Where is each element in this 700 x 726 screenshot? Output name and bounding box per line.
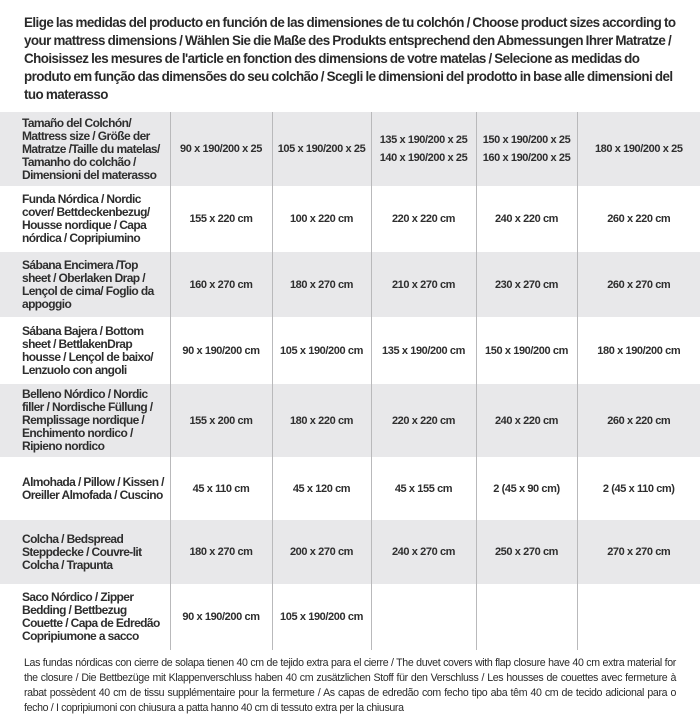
product-label: Almohada / Pillow / Kissen / Oreiller Al… — [0, 457, 170, 520]
size-cell: 250 x 270 cm — [476, 520, 577, 584]
header-label: Tamaño del Colchón/ Mattress size / Größ… — [0, 112, 170, 186]
size-cell: 180 x 220 cm — [272, 384, 371, 457]
size-cell: 180 x 190/200 cm — [577, 317, 700, 384]
size-line: 160 x 190/200 x 25 — [477, 149, 577, 167]
size-cell: 45 x 120 cm — [272, 457, 371, 520]
product-label: Saco Nórdico / Zipper Bedding / Bettbezu… — [0, 584, 170, 650]
size-line: 90 x 190/200 x 25 — [171, 140, 272, 158]
size-cell: 105 x 190/200 cm — [272, 317, 371, 384]
size-cell: 270 x 270 cm — [577, 520, 700, 584]
size-cell: 210 x 270 cm — [371, 252, 476, 317]
size-cell: 2 (45 x 110 cm) — [577, 457, 700, 520]
size-line: 140 x 190/200 x 25 — [372, 149, 476, 167]
product-label: Funda Nórdica / Nordic cover/ Bettdecken… — [0, 186, 170, 252]
size-cell: 90 x 190/200 cm — [170, 317, 272, 384]
size-cell — [577, 584, 700, 650]
size-cell: 100 x 220 cm — [272, 186, 371, 252]
size-line: 135 x 190/200 x 25 — [372, 131, 476, 149]
header-row: Tamaño del Colchón/ Mattress size / Größ… — [0, 112, 700, 186]
product-label: Belleno Nórdico / Nordic filler / Nordis… — [0, 384, 170, 457]
size-cell: 260 x 220 cm — [577, 384, 700, 457]
product-label: Sábana Encimera /Top sheet / Oberlaken D… — [0, 252, 170, 317]
size-cell: 2 (45 x 90 cm) — [476, 457, 577, 520]
size-cell: 105 x 190/200 cm — [272, 584, 371, 650]
header-col: 180 x 190/200 x 25 — [577, 112, 700, 186]
product-label: Sábana Bajera / Bottom sheet / Bettlaken… — [0, 317, 170, 384]
table-row: Colcha / Bedspread Steppdecke / Couvre-l… — [0, 520, 700, 584]
size-cell — [371, 584, 476, 650]
intro-text: Elige las medidas del producto en funció… — [0, 0, 700, 104]
size-line: 150 x 190/200 x 25 — [477, 131, 577, 149]
size-cell: 240 x 220 cm — [476, 186, 577, 252]
size-cell: 155 x 220 cm — [170, 186, 272, 252]
size-table: Tamaño del Colchón/ Mattress size / Größ… — [0, 112, 700, 650]
table-row: Funda Nórdica / Nordic cover/ Bettdecken… — [0, 186, 700, 252]
size-cell: 240 x 270 cm — [371, 520, 476, 584]
header-col: 90 x 190/200 x 25 — [170, 112, 272, 186]
size-cell: 260 x 270 cm — [577, 252, 700, 317]
size-cell: 150 x 190/200 cm — [476, 317, 577, 384]
table-row: Almohada / Pillow / Kissen / Oreiller Al… — [0, 457, 700, 520]
size-cell: 260 x 220 cm — [577, 186, 700, 252]
size-cell: 90 x 190/200 cm — [170, 584, 272, 650]
size-line: 180 x 190/200 x 25 — [578, 140, 700, 158]
size-cell: 135 x 190/200 cm — [371, 317, 476, 384]
size-cell: 45 x 155 cm — [371, 457, 476, 520]
size-cell: 45 x 110 cm — [170, 457, 272, 520]
size-cell: 220 x 220 cm — [371, 384, 476, 457]
size-line: 105 x 190/200 x 25 — [273, 140, 371, 158]
size-cell: 220 x 220 cm — [371, 186, 476, 252]
size-cell: 155 x 200 cm — [170, 384, 272, 457]
size-cell: 180 x 270 cm — [170, 520, 272, 584]
size-cell: 200 x 270 cm — [272, 520, 371, 584]
size-cell — [476, 584, 577, 650]
table-row: Belleno Nórdico / Nordic filler / Nordis… — [0, 384, 700, 457]
footnote: Las fundas nórdicas con cierre de solapa… — [0, 650, 700, 726]
table-row: Sábana Bajera / Bottom sheet / Bettlaken… — [0, 317, 700, 384]
size-cell: 160 x 270 cm — [170, 252, 272, 317]
header-col: 105 x 190/200 x 25 — [272, 112, 371, 186]
product-label: Colcha / Bedspread Steppdecke / Couvre-l… — [0, 520, 170, 584]
size-cell: 230 x 270 cm — [476, 252, 577, 317]
table-row: Sábana Encimera /Top sheet / Oberlaken D… — [0, 252, 700, 317]
table-row: Saco Nórdico / Zipper Bedding / Bettbezu… — [0, 584, 700, 650]
size-cell: 180 x 270 cm — [272, 252, 371, 317]
size-cell: 240 x 220 cm — [476, 384, 577, 457]
